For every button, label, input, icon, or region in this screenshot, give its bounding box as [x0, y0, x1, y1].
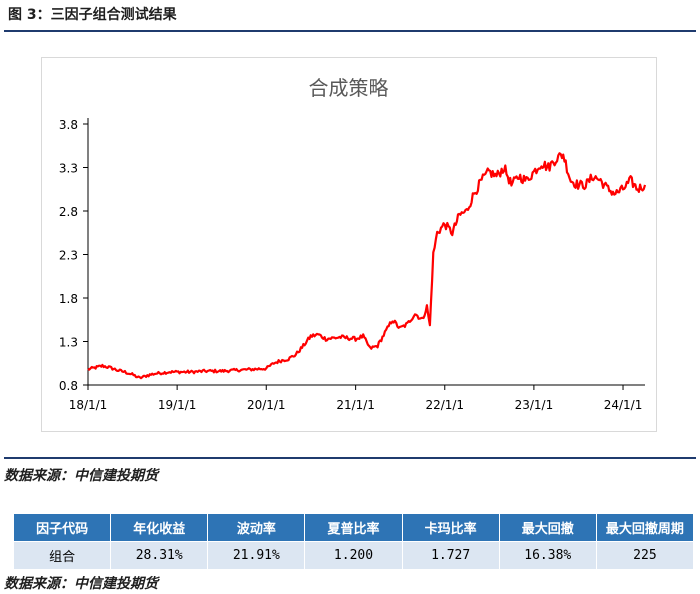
x-tick-label: 20/1/1 [247, 398, 286, 412]
series-line [87, 152, 647, 380]
cell-factor-code: 组合 [12, 541, 112, 570]
metrics-table: 因子代码 年化收益 波动率 夏普比率 卡玛比率 最大回撤 最大回撤周期 组合 2… [12, 513, 695, 570]
y-tick-label: 3.3 [59, 162, 78, 176]
chart-title: 合成策略 [309, 76, 389, 100]
cell-annual-return: 28.31% [110, 541, 209, 570]
y-tick-label: 0.8 [59, 379, 78, 393]
x-tick-label: 24/1/1 [604, 398, 643, 412]
middle-rule [4, 457, 696, 459]
figure-title: 图 3：三因子组合测试结果 [8, 7, 177, 23]
line-chart: 合成策略 0.8 1.3 1.8 2.3 2.8 3.3 3.8 18/1/1 19/1/1 20/… [59, 76, 647, 412]
cell-calmar: 1.727 [401, 541, 500, 570]
header-annual-return: 年化收益 [110, 513, 209, 542]
cell-max-drawdown-period: 225 [595, 541, 695, 570]
x-tick-label: 19/1/1 [158, 398, 197, 412]
header-volatility: 波动率 [207, 513, 306, 542]
y-tick-label: 1.8 [59, 292, 78, 306]
chart-source: 数据来源：中信建投期货 [4, 468, 158, 484]
header-calmar: 卡玛比率 [401, 513, 500, 542]
chart-frame [41, 57, 657, 432]
top-rule [4, 30, 696, 32]
y-tick-label: 1.3 [59, 336, 78, 350]
y-tick-label: 2.8 [59, 205, 78, 219]
header-max-drawdown: 最大回撤 [498, 513, 597, 542]
cell-sharpe: 1.200 [304, 541, 403, 570]
y-tick-label: 3.8 [59, 118, 78, 132]
x-tick-label: 18/1/1 [69, 398, 108, 412]
cell-max-drawdown: 16.38% [498, 541, 597, 570]
header-max-drawdown-period: 最大回撤周期 [595, 513, 695, 542]
table-source: 数据来源：中信建投期货 [4, 576, 158, 592]
cell-volatility: 21.91% [207, 541, 306, 570]
x-tick-label: 21/1/1 [336, 398, 375, 412]
y-tick-label: 2.3 [59, 249, 78, 263]
table-header-row: 因子代码 年化收益 波动率 夏普比率 卡玛比率 最大回撤 最大回撤周期 [12, 513, 695, 542]
header-sharpe: 夏普比率 [304, 513, 403, 542]
table-row: 组合 28.31% 21.91% 1.200 1.727 16.38% 225 [12, 541, 695, 570]
x-tick-label: 22/1/1 [425, 398, 464, 412]
x-tick-label: 23/1/1 [515, 398, 554, 412]
header-factor-code: 因子代码 [12, 513, 112, 542]
